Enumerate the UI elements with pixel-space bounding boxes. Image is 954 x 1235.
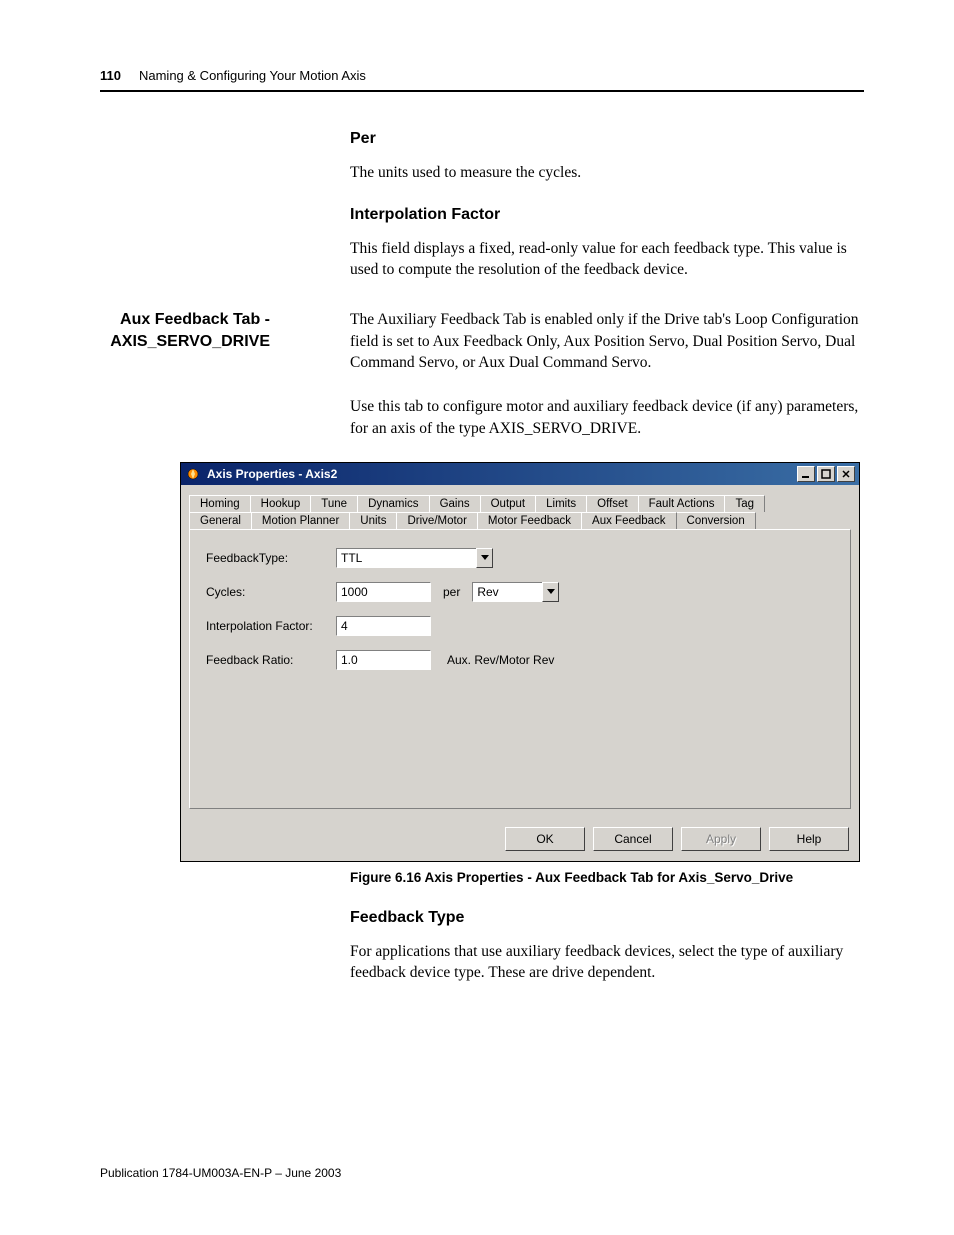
tab-fault-actions[interactable]: Fault Actions	[638, 495, 726, 512]
page-number: 110	[100, 68, 121, 83]
tab-panel: FeedbackType: Cycles: per Interpolation …	[189, 529, 851, 809]
minimize-button[interactable]	[797, 466, 815, 482]
label-feedback-ratio: Feedback Ratio:	[206, 653, 336, 667]
tab-row-1: Homing Hookup Tune Dynamics Gains Output…	[189, 495, 851, 512]
tab-gains[interactable]: Gains	[429, 495, 481, 512]
tab-tag[interactable]: Tag	[724, 495, 765, 512]
row-feedback-ratio: Feedback Ratio: Aux. Rev/Motor Rev	[206, 650, 834, 670]
row-cycles: Cycles: per	[206, 582, 834, 602]
tab-tune[interactable]: Tune	[310, 495, 358, 512]
tab-aux-feedback[interactable]: Aux Feedback	[581, 512, 677, 529]
label-feedback-type: FeedbackType:	[206, 551, 336, 565]
input-per[interactable]	[472, 582, 542, 602]
axis-properties-dialog: Axis Properties - Axis2 Homing Hookup Tu…	[180, 462, 860, 862]
help-button[interactable]: Help	[769, 827, 849, 851]
tab-output[interactable]: Output	[480, 495, 537, 512]
input-feedback-ratio[interactable]	[336, 650, 431, 670]
maximize-button[interactable]	[817, 466, 835, 482]
chapter-title: Naming & Configuring Your Motion Axis	[139, 68, 366, 83]
close-button[interactable]	[837, 466, 855, 482]
sidebar-line2: AXIS_SERVO_DRIVE	[110, 333, 270, 350]
label-cycles: Cycles:	[206, 585, 336, 599]
para-per: The units used to measure the cycles.	[350, 162, 864, 184]
tab-drive-motor[interactable]: Drive/Motor	[396, 512, 477, 529]
dialog-icon	[185, 466, 201, 482]
combo-feedback-type[interactable]	[336, 548, 493, 568]
para-interpolation: This field displays a fixed, read-only v…	[350, 238, 864, 281]
publication-footer: Publication 1784-UM003A-EN-P – June 2003	[100, 1166, 341, 1180]
label-interpolation-factor: Interpolation Factor:	[206, 619, 336, 633]
para-feedback-type: For applications that use auxiliary feed…	[350, 941, 864, 984]
window-buttons	[797, 466, 855, 482]
heading-feedback-type: Feedback Type	[350, 909, 864, 927]
sidebar-line1: Aux Feedback Tab -	[120, 311, 270, 328]
tab-offset[interactable]: Offset	[586, 495, 638, 512]
tab-hookup[interactable]: Hookup	[250, 495, 312, 512]
dialog-titlebar[interactable]: Axis Properties - Axis2	[181, 463, 859, 485]
tab-row-2: General Motion Planner Units Drive/Motor…	[189, 512, 851, 529]
aux-intro-p2: Use this tab to configure motor and auxi…	[350, 396, 864, 439]
aux-intro-p1: The Auxiliary Feedback Tab is enabled on…	[350, 309, 864, 374]
tab-strip: Homing Hookup Tune Dynamics Gains Output…	[181, 485, 859, 529]
tab-limits[interactable]: Limits	[535, 495, 587, 512]
sidebar-aux-feedback: Aux Feedback Tab - AXIS_SERVO_DRIVE	[100, 309, 270, 352]
tab-homing[interactable]: Homing	[189, 495, 251, 512]
figure-caption: Figure 6.16 Axis Properties - Aux Feedba…	[350, 870, 864, 885]
page-header: 110 Naming & Configuring Your Motion Axi…	[100, 68, 864, 83]
apply-button[interactable]: Apply	[681, 827, 761, 851]
label-per: per	[443, 585, 460, 599]
dropdown-icon[interactable]	[542, 582, 559, 602]
label-ratio-units: Aux. Rev/Motor Rev	[447, 653, 554, 667]
input-feedback-type[interactable]	[336, 548, 476, 568]
tab-conversion[interactable]: Conversion	[676, 512, 756, 529]
dropdown-icon[interactable]	[476, 548, 493, 568]
tab-motor-feedback[interactable]: Motor Feedback	[477, 512, 582, 529]
input-interpolation-factor[interactable]	[336, 616, 431, 636]
dialog-title: Axis Properties - Axis2	[207, 467, 797, 481]
dialog-button-bar: OK Cancel Apply Help	[181, 819, 859, 861]
row-feedback-type: FeedbackType:	[206, 548, 834, 568]
tab-general[interactable]: General	[189, 512, 252, 529]
row-interpolation: Interpolation Factor:	[206, 616, 834, 636]
combo-per[interactable]	[472, 582, 559, 602]
tab-dynamics[interactable]: Dynamics	[357, 495, 429, 512]
tab-motion-planner[interactable]: Motion Planner	[251, 512, 350, 529]
header-rule	[100, 90, 864, 92]
tab-units[interactable]: Units	[349, 512, 397, 529]
ok-button[interactable]: OK	[505, 827, 585, 851]
cancel-button[interactable]: Cancel	[593, 827, 673, 851]
heading-interpolation: Interpolation Factor	[350, 206, 864, 224]
heading-per: Per	[350, 130, 864, 148]
input-cycles[interactable]	[336, 582, 431, 602]
